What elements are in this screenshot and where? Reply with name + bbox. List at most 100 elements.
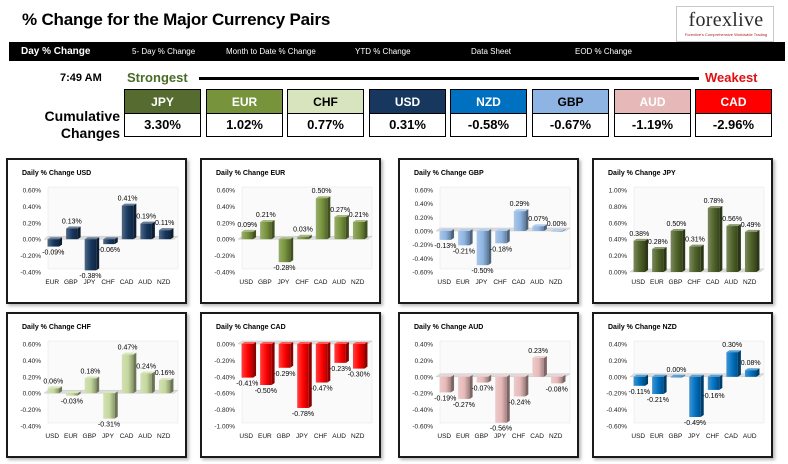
tab-ytd-change[interactable]: YTD % Change xyxy=(355,47,411,56)
bar-side xyxy=(543,355,547,377)
bar xyxy=(652,376,664,395)
currency-cumulative-value: -1.19% xyxy=(615,114,690,136)
bar xyxy=(689,376,701,417)
plot-back-wall xyxy=(241,186,373,270)
bar-side xyxy=(451,229,455,240)
bar-top xyxy=(121,352,137,355)
bar-top xyxy=(689,374,704,377)
bar-top xyxy=(633,238,649,241)
bar-top xyxy=(334,342,349,344)
tab-day-change[interactable]: Day % Change xyxy=(21,46,91,57)
bar xyxy=(550,231,563,232)
weakest-label: Weakest xyxy=(705,70,758,85)
bar-chart: Daily % Change NZD -0.60% -0.40% -0.20% 0.00… xyxy=(606,324,765,440)
currency-code: GBP xyxy=(533,90,608,114)
y-tick-label: -0.60% xyxy=(606,424,627,431)
bar-top xyxy=(297,342,312,344)
bar-side xyxy=(170,378,174,394)
x-category-label: GBP xyxy=(669,433,683,440)
bar-side xyxy=(253,229,257,240)
bar-side xyxy=(506,229,510,244)
bar xyxy=(352,221,365,240)
y-tick-label: 0.60% xyxy=(23,342,42,349)
y-tick-label: -0.80% xyxy=(214,407,235,414)
bar-top xyxy=(744,368,760,371)
bar-value-label: -0.50% xyxy=(255,388,277,395)
bar-top xyxy=(633,374,649,377)
y-tick-label: -1.00% xyxy=(214,424,235,431)
x-category-label: EUR xyxy=(64,433,78,440)
tab-5-day-change[interactable]: 5- Day % Change xyxy=(132,47,196,56)
y-tick-label: 0.40% xyxy=(23,358,42,365)
bar-top xyxy=(726,224,741,227)
bar-top xyxy=(439,374,455,377)
bar-top xyxy=(495,374,510,377)
x-category-label: AUD xyxy=(138,433,152,440)
x-category-label: CHF xyxy=(101,279,114,286)
x-category-label: AUD xyxy=(724,279,738,286)
x-category-label: NZD xyxy=(549,433,563,440)
bar-side xyxy=(756,229,760,272)
bar-side xyxy=(364,219,368,240)
bar-value-label: -0.13% xyxy=(434,243,456,250)
x-category-label: GBP xyxy=(83,433,97,440)
bar-value-label: 0.24% xyxy=(136,364,156,371)
currency-code: EUR xyxy=(207,90,282,114)
bar-chart: Daily % Change CAD-1.00%-0.80%-0.60%-0.4… xyxy=(214,324,373,440)
currency-code: CHF xyxy=(288,90,363,114)
bar xyxy=(334,217,346,240)
bar-side xyxy=(506,374,510,423)
bar xyxy=(633,240,646,272)
y-tick-label: -0.60% xyxy=(214,391,235,398)
bar-top xyxy=(241,229,257,232)
tab-data-sheet[interactable]: Data Sheet xyxy=(471,47,512,56)
bar-side xyxy=(271,342,275,385)
chart-panel-nzd: Daily % Change NZD -0.60% -0.40% -0.20% 0.00… xyxy=(592,312,773,458)
bar xyxy=(476,376,489,383)
x-category-label: CAD xyxy=(120,279,134,286)
bar-side xyxy=(133,203,137,240)
y-tick-label: 0.20% xyxy=(415,358,434,365)
bar xyxy=(458,376,470,399)
tab-eod-change[interactable]: EOD % Change xyxy=(575,47,632,56)
bar-value-label: 0.38% xyxy=(629,231,649,238)
bar-side xyxy=(151,371,155,394)
x-category-label: EUR xyxy=(45,279,59,286)
forexlive-logo[interactable]: forexlive Forexlive's Comprehensive Worl… xyxy=(676,6,774,42)
bar-value-label: 0.28% xyxy=(648,239,668,246)
bar-top xyxy=(670,229,686,231)
bar-side xyxy=(253,342,257,378)
bar-value-label: 0.07% xyxy=(528,216,548,223)
bar-side xyxy=(719,374,723,390)
x-category-label: JPY xyxy=(475,279,488,286)
y-tick-label: 0.20% xyxy=(23,220,42,227)
bar xyxy=(297,344,309,408)
x-category-label: CHF xyxy=(314,433,327,440)
chart-panel-eur: Daily % Change EUR -0.40% -0.20% 0.00% 0.20%… xyxy=(200,158,381,304)
bar-value-label: 0.09% xyxy=(237,222,257,229)
currency-cumulative-value: 0.31% xyxy=(370,114,445,136)
bar-side xyxy=(663,247,667,272)
strength-scale-line xyxy=(199,77,699,80)
bar-value-label: -0.56% xyxy=(490,426,512,433)
bar-value-label: -0.49% xyxy=(684,420,706,427)
bar-value-label: -0.41% xyxy=(236,381,258,388)
x-category-label: GBP xyxy=(258,279,272,286)
bar-side xyxy=(290,237,294,263)
bar-value-label: -0.31% xyxy=(98,422,120,429)
nav-bar: Day % Change 5- Day % Change Month to Da… xyxy=(9,42,785,61)
tab-month-to-date[interactable]: Month to Date % Change xyxy=(226,47,316,56)
chart-title: Daily % Change EUR xyxy=(216,170,285,177)
y-tick-label: -0.40% xyxy=(606,407,627,414)
chart-title: Daily % Change GBP xyxy=(414,170,484,177)
bar xyxy=(278,239,291,263)
bar xyxy=(47,239,60,247)
x-category-label: GBP xyxy=(277,433,291,440)
bar-value-label: -0.23% xyxy=(329,366,351,373)
y-tick-label: 0.80% xyxy=(609,204,628,211)
bar-top xyxy=(121,203,137,206)
bar-top xyxy=(458,374,473,377)
bar-side xyxy=(562,374,566,384)
chart-title: Daily % Change NZD xyxy=(608,324,677,331)
bar-top xyxy=(260,219,275,222)
